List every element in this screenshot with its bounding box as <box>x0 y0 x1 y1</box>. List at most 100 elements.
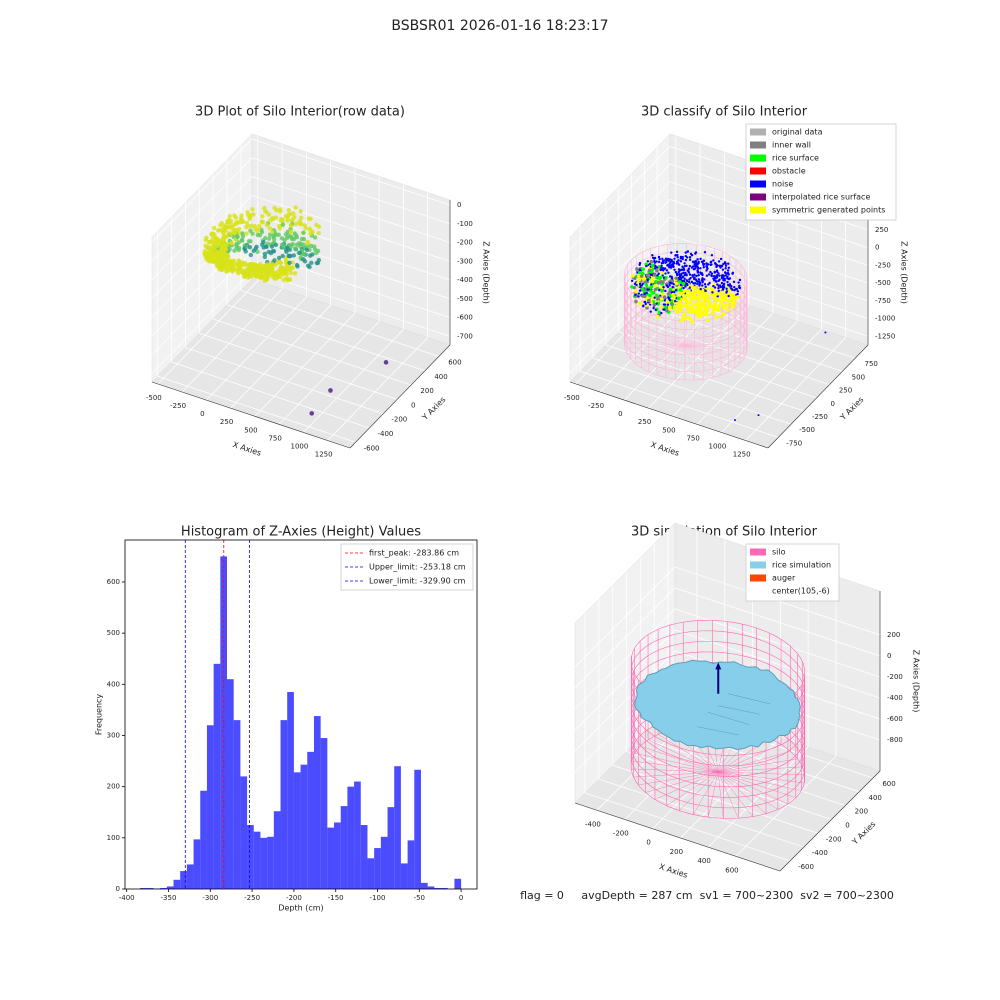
point <box>673 304 677 309</box>
x-tick-label: -250 <box>170 402 186 410</box>
point <box>709 263 713 266</box>
silo-spoke <box>717 751 791 773</box>
point <box>215 264 220 269</box>
point <box>681 293 686 298</box>
point <box>257 223 262 229</box>
x-tick-label: 750 <box>686 434 699 442</box>
point <box>674 254 677 257</box>
point <box>696 271 700 274</box>
legend-label: rice surface <box>772 154 819 163</box>
point <box>654 280 658 284</box>
point <box>713 301 717 306</box>
bar <box>200 790 207 889</box>
legend-label: rice simulation <box>772 561 831 570</box>
point <box>688 256 692 259</box>
silo-spoke <box>633 771 718 778</box>
grid-line <box>151 176 253 280</box>
surface-shade <box>728 693 771 705</box>
point <box>301 251 306 257</box>
point <box>314 222 319 228</box>
point <box>255 267 260 273</box>
point <box>223 247 229 252</box>
point <box>683 316 687 321</box>
silo-spoke <box>654 771 719 800</box>
point <box>257 262 263 267</box>
y-axis-label: Frequency <box>95 694 104 736</box>
point <box>667 271 670 274</box>
point <box>697 274 700 277</box>
grid-line <box>669 216 869 284</box>
point <box>684 251 687 254</box>
grid-line <box>240 290 440 357</box>
point <box>704 289 707 292</box>
point <box>732 300 737 305</box>
point <box>696 258 699 261</box>
point <box>687 271 691 274</box>
point <box>662 295 667 299</box>
point <box>666 257 670 261</box>
legend-label: center(105,-6) <box>772 587 830 596</box>
point <box>641 267 645 271</box>
point <box>646 278 650 281</box>
point <box>656 274 659 277</box>
z-tick-label: -500 <box>457 295 473 303</box>
point <box>285 264 290 269</box>
point <box>243 249 248 254</box>
point <box>678 280 682 284</box>
point <box>267 236 272 241</box>
point <box>724 274 727 277</box>
bar <box>206 725 214 889</box>
axis-line <box>151 381 351 449</box>
point <box>646 260 650 263</box>
point <box>655 314 660 319</box>
point <box>721 303 726 307</box>
point <box>681 257 684 261</box>
silo-spoke <box>708 771 719 818</box>
grid-line <box>171 361 370 429</box>
grid-line <box>251 157 451 225</box>
point <box>280 222 286 227</box>
grid-line <box>199 332 398 400</box>
bar <box>434 887 442 889</box>
point <box>205 255 210 261</box>
legend-swatch <box>750 128 766 136</box>
point <box>641 282 645 285</box>
point <box>652 306 655 310</box>
silo-spoke <box>717 771 796 798</box>
point <box>692 282 695 285</box>
z-tick-label: 0 <box>887 652 891 660</box>
silo-spoke <box>630 345 686 359</box>
point <box>222 240 228 246</box>
point <box>688 306 693 310</box>
point <box>637 277 641 282</box>
point <box>727 294 730 298</box>
point <box>703 311 708 316</box>
legend-swatch <box>750 561 766 569</box>
y-tick-label: 0 <box>116 885 120 893</box>
z-tick-label: -1000 <box>875 315 895 323</box>
grid-line <box>230 304 331 409</box>
point <box>301 230 306 235</box>
point <box>725 303 730 308</box>
silo-spoke <box>676 310 686 346</box>
point <box>651 253 654 257</box>
point <box>265 274 271 280</box>
point <box>252 268 257 273</box>
point <box>710 253 714 257</box>
point <box>240 238 245 243</box>
point <box>216 259 221 264</box>
point <box>665 269 669 272</box>
point <box>720 264 724 268</box>
point <box>685 264 688 268</box>
point <box>757 414 760 417</box>
point <box>682 313 686 318</box>
point <box>697 304 702 309</box>
point <box>208 239 213 244</box>
point <box>688 309 693 314</box>
grid-line <box>672 313 774 417</box>
silo-spoke <box>717 771 767 814</box>
point <box>668 284 671 287</box>
grid-line <box>303 329 404 433</box>
bar <box>300 764 308 889</box>
point <box>680 316 685 321</box>
